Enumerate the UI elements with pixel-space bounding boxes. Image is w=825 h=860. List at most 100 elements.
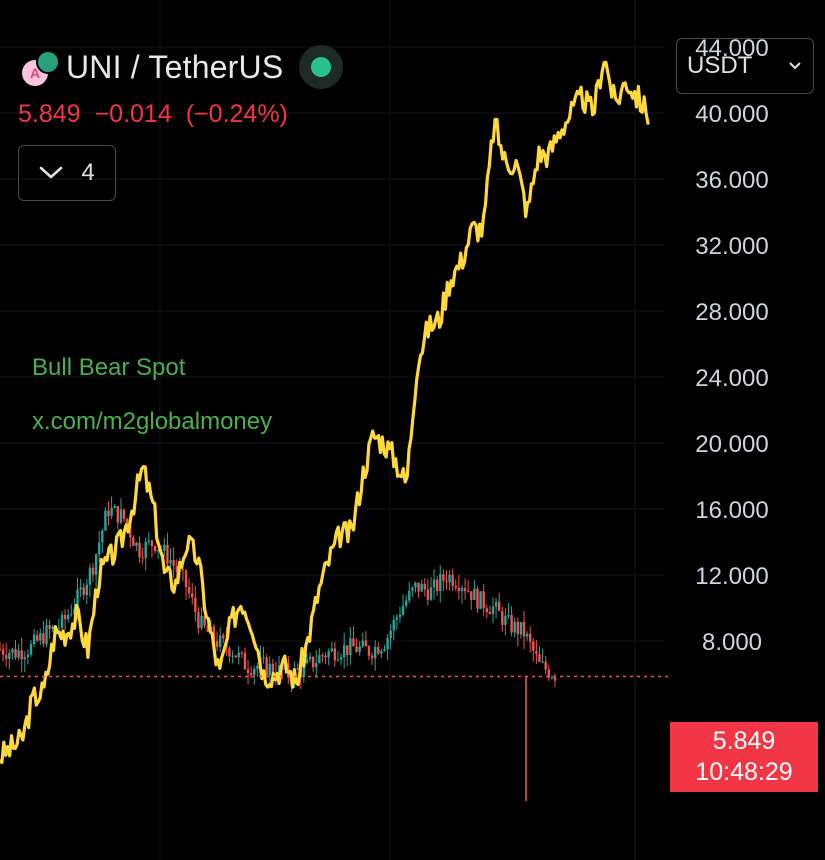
candle-body-71: [218, 635, 222, 647]
candle-body-106: [327, 651, 330, 658]
market-status-indicator[interactable]: [299, 45, 344, 89]
candle-body-172: [532, 641, 535, 652]
candle-body-67: [206, 625, 209, 632]
candle-body-163: [504, 615, 507, 625]
candle-body-85: [262, 657, 265, 659]
candle-body-78: [240, 652, 244, 654]
candle-body-96: [296, 668, 299, 670]
candle-body-113: [349, 638, 352, 655]
last-price-tag: 5.849 10:48:29: [670, 722, 818, 792]
candle-body-8: [23, 657, 27, 660]
candle-body-15: [45, 625, 48, 644]
candle-body-115: [355, 646, 358, 652]
candle-body-83: [256, 665, 259, 669]
currency-label: USDT: [687, 52, 753, 79]
candle-body-126: [389, 630, 392, 639]
candle-body-3: [8, 653, 11, 659]
candle-body-40: [122, 509, 126, 519]
candle-body-173: [535, 651, 538, 654]
candle-body-168: [519, 622, 523, 635]
candle-body-153: [473, 588, 476, 600]
overlay-series: [0, 60, 650, 765]
y-tick-label-5: 24.000: [695, 365, 768, 392]
candle-body-22: [67, 614, 70, 620]
currency-select[interactable]: USDT: [676, 38, 814, 94]
candle-body-138: [426, 589, 430, 600]
candle-body-25: [76, 589, 79, 609]
candle-body-45: [138, 542, 141, 558]
candle-body-34: [104, 510, 107, 531]
candle-body-37: [113, 506, 116, 508]
candle-body-117: [361, 640, 364, 647]
candle-body-141: [435, 579, 439, 591]
candle-body-155: [479, 591, 482, 609]
candle-body-6: [17, 650, 20, 658]
candle-body-69: [212, 626, 216, 642]
candle-body-70: [215, 641, 219, 647]
candle-body-167: [516, 621, 519, 635]
candle-body-75: [231, 655, 234, 657]
candle-body-42: [129, 525, 132, 538]
candle-body-62: [191, 593, 194, 598]
symbol-header: A UNI / TetherUS 5.849 −0.014 (−0.24%) 4: [18, 44, 344, 201]
y-tick-label-0: 44.000: [695, 35, 768, 62]
candle-body-38: [116, 506, 120, 523]
candle-body-142: [439, 574, 442, 591]
candle-body-19: [57, 627, 61, 629]
candle-body-79: [243, 652, 247, 670]
indicators-toggle-button[interactable]: 4: [18, 145, 116, 201]
candle-body-41: [125, 518, 129, 526]
candle-body-10: [29, 644, 33, 655]
candle-body-116: [358, 646, 361, 652]
candle-body-50: [153, 545, 157, 552]
y-tick-label-4: 28.000: [695, 299, 768, 326]
candle-body-152: [470, 591, 473, 600]
candle-body-77: [237, 652, 240, 658]
chevron-down-icon: [789, 62, 801, 70]
candle-body-87: [268, 663, 271, 676]
candle-body-31: [94, 554, 98, 575]
candle-body-144: [445, 580, 448, 583]
symbol-title[interactable]: UNI / TetherUS: [66, 48, 284, 85]
candle-body-29: [88, 567, 92, 585]
candle-body-150: [463, 587, 467, 592]
candle-body-101: [311, 656, 315, 668]
candle-body-65: [200, 615, 203, 629]
candle-body-120: [370, 655, 374, 659]
chevron-down-icon: [40, 166, 63, 179]
candle-body-176: [544, 661, 547, 670]
candle-body-156: [482, 591, 485, 609]
candle-body-139: [429, 587, 433, 600]
price-tag-value: 5.849: [712, 727, 776, 755]
candle-body-175: [541, 661, 544, 663]
candle-body-56: [172, 560, 175, 566]
candle-body-162: [501, 610, 504, 625]
candle-body-145: [448, 574, 451, 583]
candle-body-30: [91, 567, 95, 575]
watermark-line-1: Bull Bear Spot: [32, 354, 186, 381]
candle-body-119: [367, 646, 371, 656]
candle-body-148: [457, 587, 461, 592]
candle-body-154: [476, 588, 479, 609]
candle-body-174: [538, 653, 541, 662]
watermark-line-2: x.com/m2globalmoney: [32, 408, 273, 435]
candle-body-178: [550, 677, 554, 679]
candle-body-171: [528, 633, 532, 642]
candle-body-17: [51, 626, 54, 629]
candle-body-72: [222, 635, 225, 639]
candle-body-39: [119, 509, 123, 523]
candle-body-61: [187, 587, 191, 594]
price-axis: 44.000 40.000 36.000 32.000 28.000 24.000 20.0…: [695, 35, 768, 656]
candle-body-125: [386, 638, 389, 650]
candle-body-130: [401, 605, 405, 615]
candle-body-131: [404, 600, 408, 606]
candle-body-161: [497, 602, 501, 611]
candle-body-98: [302, 663, 306, 677]
candles-series: [0, 496, 557, 802]
candle-body-48: [147, 540, 151, 542]
candle-body-2: [5, 654, 8, 659]
candle-body-1: [1, 649, 5, 655]
candle-body-7: [20, 650, 23, 660]
candle-body-5: [14, 648, 17, 658]
